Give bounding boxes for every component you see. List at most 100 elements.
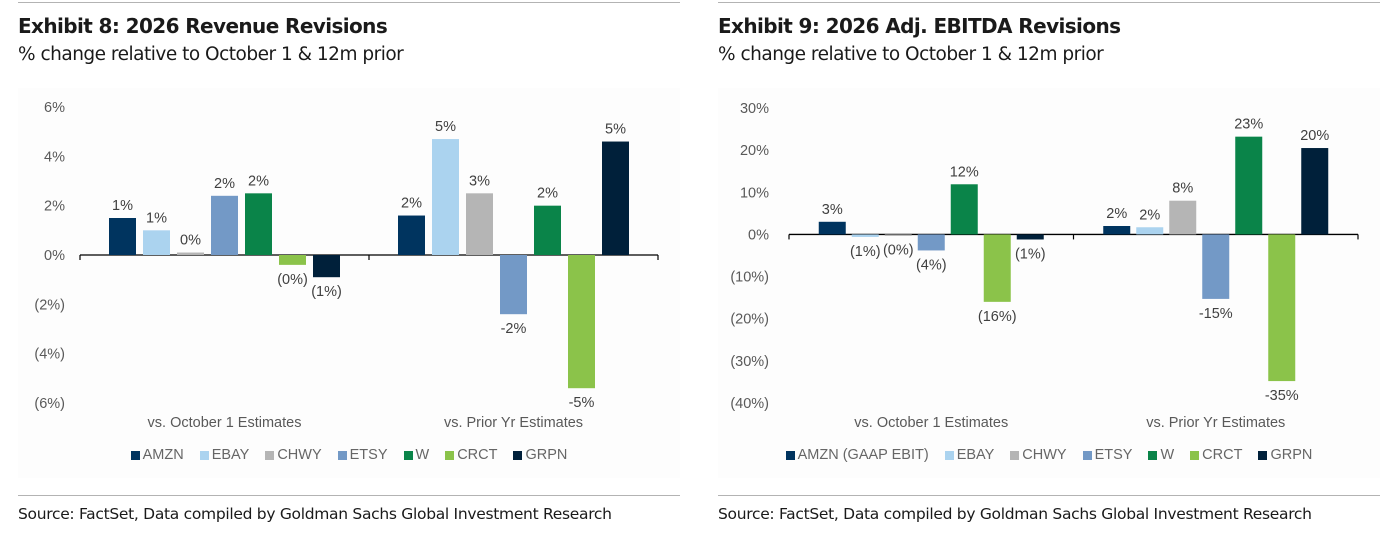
data-label: (1%) [850,244,881,260]
bar-crct [1268,234,1296,382]
legend-item-ebay: EBAY [944,447,994,463]
data-label: 0% [180,233,201,249]
data-label: 2% [248,173,269,189]
legend-swatch [513,450,523,460]
bar-w [245,193,272,255]
data-label: 3% [469,173,490,189]
bar-grpn [1016,234,1044,240]
exhibit-subtitle: % change relative to October 1 & 12m pri… [18,44,404,65]
bar-ebay [851,234,879,237]
bar-grpn [1301,148,1329,235]
y-tick-label: 10% [740,185,769,201]
bar-amzn [109,218,136,255]
bar-ebay [1136,227,1164,235]
legend-item-chwy: CHWY [1010,447,1067,463]
legend-label: AMZN (GAAP EBIT) [797,447,929,463]
y-tick-label: (10%) [730,270,769,286]
data-label: 2% [1139,207,1160,223]
legend-item-crct: CRCT [1190,447,1242,463]
data-label: 3% [822,202,843,218]
data-label: 8% [1172,181,1193,197]
data-label: (4%) [916,257,947,273]
bar-grpn [602,141,629,255]
legend-label: CHWY [277,447,322,463]
bar-etsy [917,234,945,251]
bar-w [1235,136,1263,235]
legend-item-etsy: ETSY [1082,447,1133,463]
legend-swatch [1148,450,1158,460]
bar-amzn [818,221,846,235]
category-label: vs. October 1 Estimates [854,415,1008,431]
data-label: 2% [1106,206,1127,222]
data-label: 1% [146,210,167,226]
bar-amzn [398,215,425,255]
ebitda-revisions-chart: 30%20%10%0%(10%)(20%)(30%)(40%)3%(1%) (0%… [730,101,1359,431]
legend-label: GRPN [525,447,568,463]
bar-chwy [466,193,493,255]
legend-label: EBAY [211,447,250,463]
legend-item-grpn: GRPN [513,447,567,463]
legend-item-w: W [403,447,429,463]
y-tick-label: 30% [740,101,769,117]
legend-label: CRCT [457,447,498,463]
legend-label: ETSY [1094,447,1133,463]
data-label: (0%) [883,243,914,259]
legend-swatch [403,450,413,460]
legend-label: CHWY [1022,447,1067,463]
legend-swatch [199,450,209,460]
y-tick-label: 0% [44,248,65,264]
data-label: (16%) [978,309,1017,325]
top-divider [18,2,680,3]
bar-crct [983,234,1011,302]
legend-swatch [944,450,954,460]
data-label: (0%) [277,272,308,288]
data-label: 12% [950,164,979,180]
legend-swatch [1082,450,1092,460]
data-label: -35% [1265,388,1299,404]
legend-swatch [1190,450,1200,460]
data-label: 2% [401,196,422,212]
legend-swatch [1010,450,1020,460]
data-label: -5% [569,395,595,411]
y-tick-label: (2%) [34,297,65,313]
bar-grpn [313,255,340,278]
bar-chwy [1169,200,1197,235]
data-label: 23% [1234,117,1263,133]
y-tick-label: 0% [748,227,769,243]
category-label: vs. October 1 Estimates [148,415,302,431]
bottom-divider [18,495,680,496]
exhibit-9-panel: Exhibit 9: 2026 Adj. EBITDA Revisions % … [718,0,1380,542]
y-tick-label: 2% [44,199,65,215]
bar-etsy [211,195,238,255]
bar-chwy [177,252,204,255]
data-label: (1%) [311,284,342,300]
legend-swatch [1258,450,1268,460]
y-tick-label: (20%) [730,312,769,328]
legend-item-crct: CRCT [445,447,497,463]
chart-legend: AMZN EBAY CHWY ETSY W CRCT GRPN [18,447,680,463]
source-note: Source: FactSet, Data compiled by Goldma… [718,505,1312,523]
y-tick-label: (6%) [34,396,65,412]
legend-item-amzn: AMZN [130,447,184,463]
legend-label: ETSY [349,447,388,463]
exhibit-8-panel: Exhibit 8: 2026 Revenue Revisions % chan… [18,0,680,542]
bar-etsy [1202,234,1230,299]
legend-label: GRPN [1270,447,1313,463]
legend-label: W [1160,447,1175,463]
bar-w [950,184,978,235]
bar-ebay [432,139,459,255]
data-label: (1%) [1015,246,1046,262]
legend-item-grpn: GRPN [1258,447,1312,463]
data-label: 20% [1300,128,1329,144]
bar-chwy [884,234,912,236]
category-label: vs. Prior Yr Estimates [444,415,583,431]
y-tick-label: 20% [740,143,769,159]
data-label: 2% [214,176,235,192]
bar-amzn [1103,226,1131,235]
category-label: vs. Prior Yr Estimates [1146,415,1285,431]
bar-w [534,205,561,255]
legend-swatch [785,450,795,460]
legend-item-amzn: AMZN (GAAP EBIT) [785,447,929,463]
exhibit-subtitle: % change relative to October 1 & 12m pri… [718,44,1104,65]
exhibit-title: Exhibit 8: 2026 Revenue Revisions [18,14,388,38]
